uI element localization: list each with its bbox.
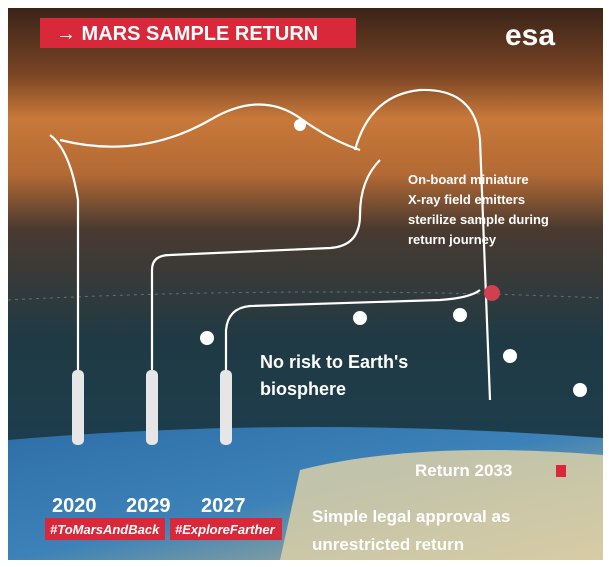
title: → MARS SAMPLE RETURN xyxy=(56,23,318,45)
hashtag-box xyxy=(45,518,165,540)
hashtag-box xyxy=(170,518,282,540)
year: 2020 xyxy=(52,495,97,517)
note-line: return journey xyxy=(408,232,497,247)
year: 2027 xyxy=(201,495,246,517)
hashtag: #ToMarsAndBack xyxy=(50,522,160,537)
return-label: Return 2033 xyxy=(415,461,512,480)
legal-line: unrestricted return xyxy=(312,535,464,554)
title-box xyxy=(40,18,356,48)
orbit-line xyxy=(7,291,604,301)
note-line: X-ray field emitters xyxy=(408,192,525,207)
logo: esa xyxy=(505,19,555,52)
rockets xyxy=(72,370,232,445)
year: 2029 xyxy=(126,495,171,517)
biosphere-line: No risk to Earth's xyxy=(260,352,408,372)
spacecraft xyxy=(200,119,587,397)
land xyxy=(280,450,603,560)
note-line: sterilize sample during xyxy=(408,212,549,227)
biosphere-line: biosphere xyxy=(260,379,346,399)
return-marker xyxy=(556,465,566,477)
sterilize-note: On-board miniature X-ray field emitters … xyxy=(408,172,549,247)
note-line: On-board miniature xyxy=(408,172,529,187)
hashtag: #ExploreFarther xyxy=(175,522,276,537)
legal-line: Simple legal approval as xyxy=(312,507,510,526)
trajectories xyxy=(49,88,492,401)
